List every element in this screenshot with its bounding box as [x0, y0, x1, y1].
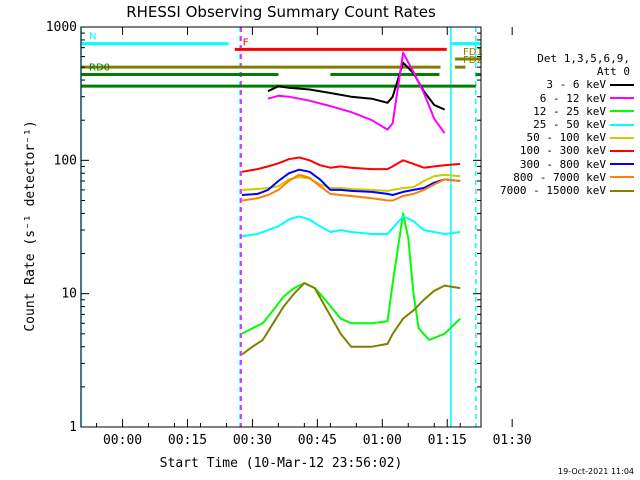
- x-tick-label-3: 00:45: [298, 433, 337, 448]
- legend: Det 1,3,5,6,9, Att 0 3 - 6 keV 6 - 12 keV…: [478, 52, 638, 197]
- legend-header-line2: Att 0: [596, 65, 630, 79]
- legend-item-5: 100 - 300 keV: [478, 144, 638, 157]
- chart-title: RHESSI Observing Summary Count Rates: [126, 3, 436, 21]
- x-axis-label: Start Time (10-Mar-12 23:56:02): [160, 456, 403, 471]
- series-line-6: [241, 168, 461, 196]
- x-tick-label-2: 00:30: [233, 433, 272, 448]
- legend-swatch-3: [610, 123, 634, 126]
- legend-item-0: 3 - 6 keV: [478, 78, 638, 91]
- legend-item-2: 12 - 25 keV: [478, 105, 638, 118]
- timestamp: 19-Oct-2021 11:04: [558, 467, 634, 476]
- legend-swatch-8: [610, 189, 634, 192]
- legend-label-2: 12 - 25 keV: [533, 104, 606, 118]
- legend-label-6: 300 - 800 keV: [519, 157, 606, 171]
- series-line-1: [267, 51, 446, 134]
- legend-label-7: 800 - 7000 keV: [513, 170, 606, 184]
- flag-label-0: N: [89, 32, 96, 43]
- legend-label-5: 100 - 300 keV: [519, 144, 606, 158]
- series-line-8: [241, 282, 461, 356]
- legend-rows: 3 - 6 keV 6 - 12 keV 12 - 25 keV 25 - 50 ke…: [478, 78, 638, 197]
- legend-swatch-0: [610, 84, 634, 86]
- legend-label-3: 25 - 50 keV: [533, 118, 606, 132]
- legend-swatch-4: [610, 136, 634, 139]
- series-line-2: [241, 212, 461, 341]
- y-tick-label-1: 10: [61, 287, 77, 302]
- series-line-5: [241, 156, 461, 173]
- series-line-4: [241, 173, 461, 192]
- y-tick-label-0: 1: [69, 420, 77, 435]
- x-tick-label-5: 01:15: [428, 433, 467, 448]
- legend-item-3: 25 - 50 keV: [478, 118, 638, 131]
- legend-item-1: 6 - 12 keV: [478, 92, 638, 105]
- flag-label-3: FD1: [463, 47, 483, 58]
- x-tick-label-0: 00:00: [103, 433, 142, 448]
- y-tick-label-3: 1000: [46, 20, 77, 35]
- x-tick-label-6: 01:30: [493, 433, 532, 448]
- series-line-7: [241, 173, 461, 202]
- plot-frame: [80, 26, 482, 428]
- y-axis-label: Count Rate (s⁻¹ detector⁻¹): [23, 120, 38, 331]
- legend-swatch-1: [610, 97, 634, 100]
- legend-item-7: 800 - 7000 keV: [478, 171, 638, 184]
- flag-label-2: F: [243, 37, 249, 48]
- y-tick-label-2: 100: [54, 153, 77, 168]
- flag-label-5: FD2: [463, 55, 483, 66]
- legend-item-6: 300 - 800 keV: [478, 158, 638, 171]
- legend-swatch-2: [610, 110, 634, 113]
- axes: 00:00 00:15 00:30 00:45 01:00 01:15 01:30 1 10 10…: [46, 20, 532, 448]
- legend-header-line1: Det 1,3,5,6,9,: [537, 52, 630, 65]
- legend-swatch-6: [610, 163, 634, 166]
- flag-label-6: RD0: [89, 63, 110, 74]
- legend-swatch-7: [610, 176, 634, 179]
- x-tick-label-4: 01:00: [363, 433, 402, 448]
- legend-label-8: 7000 - 15000 keV: [500, 184, 606, 198]
- legend-swatch-5: [610, 150, 634, 153]
- x-tick-label-1: 00:15: [168, 433, 207, 448]
- legend-label-0: 3 - 6 keV: [546, 78, 606, 92]
- legend-label-1: 6 - 12 keV: [539, 91, 606, 105]
- series-line-3: [241, 215, 461, 238]
- legend-item-8: 7000 - 15000 keV: [478, 184, 638, 197]
- legend-item-4: 50 - 100 keV: [478, 131, 638, 144]
- legend-label-4: 50 - 100 keV: [526, 131, 606, 145]
